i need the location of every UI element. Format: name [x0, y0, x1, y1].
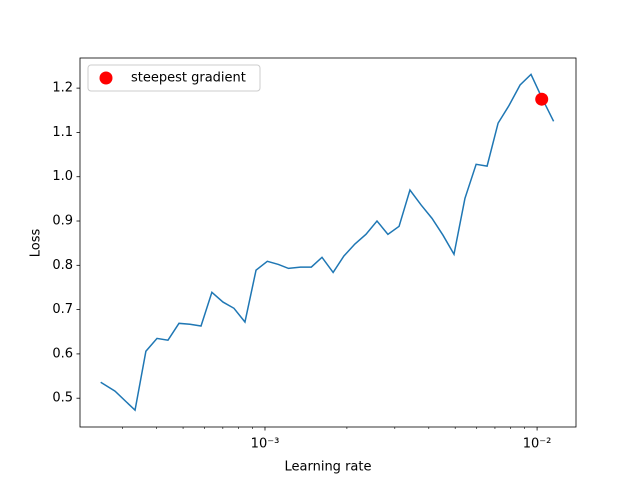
y-tick-label: 0.6: [52, 346, 73, 361]
x-tick-label: 10⁻³: [251, 437, 280, 452]
y-axis-label: Loss: [29, 229, 44, 258]
y-tick-label: 1.2: [52, 81, 73, 96]
legend-marker: [99, 71, 113, 85]
y-tick-label: 0.7: [52, 302, 73, 317]
legend-box: [87, 64, 261, 92]
y-tick-label: 1.0: [52, 169, 73, 184]
y-tick-label: 0.9: [52, 214, 73, 229]
loss-line: [100, 73, 555, 412]
axes-frame: [79, 57, 577, 428]
y-tick-label: 1.1: [52, 125, 73, 140]
point: [535, 92, 549, 106]
x-axis-label: Learning rate: [285, 460, 372, 475]
legend-label: steepest gradient: [131, 71, 246, 86]
y-tick-label: 0.5: [52, 391, 73, 406]
y-tick-label: 0.8: [52, 258, 73, 273]
x-tick-label: 10⁻²: [523, 437, 552, 452]
